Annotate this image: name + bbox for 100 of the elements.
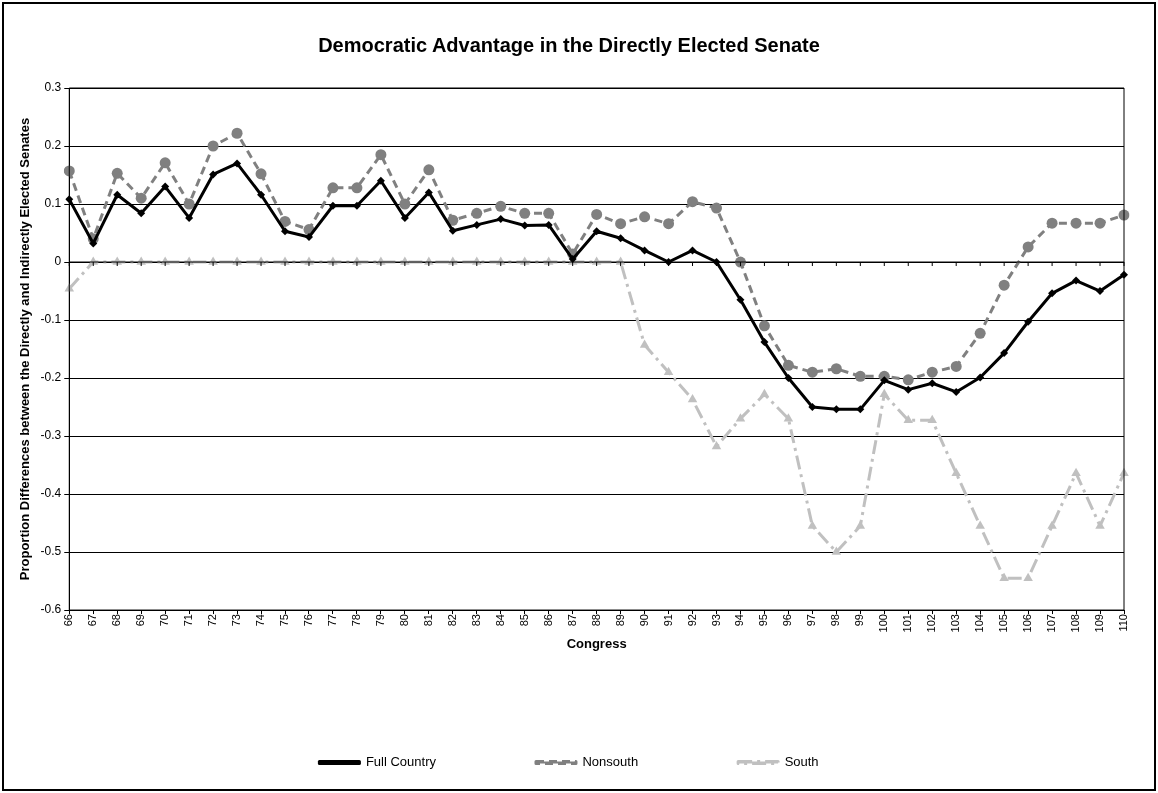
point [448,226,457,235]
y-tick-label: 0.1 [44,196,62,211]
x-tick-label: 96 [781,614,794,627]
x-tick-label: 73 [230,614,243,627]
point [854,370,866,382]
x-tick-label: 70 [158,614,171,627]
point [376,176,385,185]
point [1094,217,1106,229]
point [328,201,337,210]
x-tick-label: 107 [1045,614,1058,633]
point [1070,217,1082,229]
point [640,246,649,255]
point [592,227,601,236]
y-tick-label: -0.4 [40,486,62,501]
x-tick-label: 102 [925,614,938,633]
point [639,211,651,223]
x-tick-label: 88 [589,614,602,627]
point [137,209,146,218]
point [520,221,529,230]
point [591,208,603,220]
x-tick-label: 66 [62,614,75,627]
point [111,167,123,179]
x-tick-label: 98 [829,614,842,627]
point [735,413,746,422]
point [1095,520,1105,529]
point [233,159,242,168]
point [688,246,697,255]
point [424,188,433,197]
point [400,213,409,222]
point [544,220,553,229]
point [999,572,1009,581]
x-tick-label: 100 [877,614,890,633]
x-tick-label: 101 [901,614,914,633]
point [976,373,985,382]
chart-title: Democratic Advantage in the Directly Elected Senate [318,33,820,56]
x-tick-label: 108 [1069,614,1082,633]
y-tick-label: 0.2 [44,138,62,153]
point [806,366,818,378]
x-tick-label: 99 [853,614,866,627]
point [161,182,170,191]
x-tick-label: 92 [685,614,698,627]
point [710,202,722,214]
y-tick-label: -0.5 [40,544,62,559]
point [1071,467,1081,476]
y-tick-label: -0.2 [40,370,62,385]
point [807,520,818,529]
point [1096,287,1105,296]
x-tick-label: 74 [254,614,267,627]
point [687,196,699,208]
x-tick-label: 103 [949,614,962,633]
x-tick-label: 104 [973,614,986,633]
legend-label: Nonsouth [582,754,639,770]
point [639,339,650,348]
point [879,388,890,398]
point [998,279,1010,291]
point [472,220,481,229]
point [423,164,435,176]
point [399,198,411,210]
x-tick-label: 72 [206,614,219,627]
point [758,320,770,332]
point [1048,289,1057,298]
point [1047,520,1057,529]
legend-label: Full Country [365,754,437,770]
point [496,215,505,224]
x-tick-label: 94 [733,614,746,627]
point [281,227,290,236]
point [231,127,243,139]
x-tick-label: 79 [373,614,386,627]
point [831,546,842,555]
point [185,213,194,222]
point [903,414,914,424]
x-tick-label: 81 [421,614,434,627]
point [519,207,531,219]
point [687,393,698,403]
point [207,140,219,152]
y-tick-label: -0.1 [40,312,62,327]
x-tick-label: 93 [709,614,722,627]
x-tick-label: 95 [757,614,770,627]
point [304,233,313,242]
point [1024,317,1033,326]
point [351,182,363,194]
point [950,360,962,372]
point [1046,217,1058,229]
x-tick-label: 89 [613,614,626,627]
point [375,149,387,161]
point [782,359,794,371]
point [856,405,865,414]
x-tick-label: 86 [541,614,554,627]
point [808,403,817,412]
point [663,218,675,230]
point [975,520,985,529]
point [784,374,793,383]
point [1022,241,1034,253]
point [543,207,555,219]
point [159,157,171,169]
x-tick-label: 77 [325,614,338,627]
x-tick-label: 109 [1093,614,1106,633]
point [183,198,195,210]
point [663,366,674,375]
point [783,413,794,422]
